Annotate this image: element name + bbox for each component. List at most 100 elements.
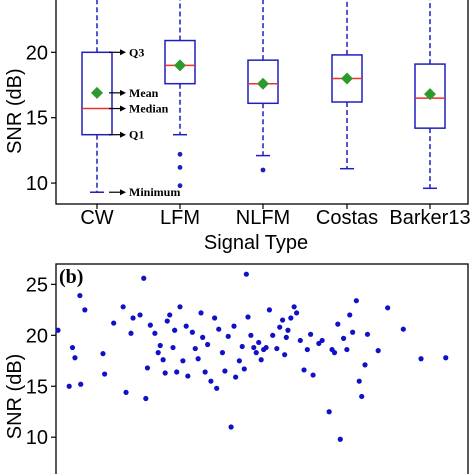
scatter-point [77,292,83,299]
scatter-point [174,369,180,375]
panel-b-ytick-label: 15 [26,376,48,398]
scatter-point [331,350,338,356]
scatter-point [212,315,218,321]
scatter-point [152,330,158,336]
scatter-point [78,381,84,387]
scatter-point [185,373,191,379]
scatter-point [144,365,151,371]
scatter-point [72,355,78,361]
panel-a-xtick-label: CW [80,207,113,229]
panel-a-ytick-label: 15 [26,108,48,130]
panel-b-ytick-label: 25 [26,274,48,296]
scatter-point [277,324,283,330]
scatter-point [214,385,220,391]
mean-marker [424,88,436,101]
scatter-point [55,327,61,333]
scatter-point [364,331,371,337]
annotation-median: Median [129,102,169,116]
scatter-point [160,357,166,363]
scatter-point [353,298,359,304]
annotation-arrowhead [120,131,126,138]
scatter-point [301,367,307,373]
scatter-point [239,343,245,350]
scatter-point [274,345,280,352]
scatter-point [359,393,365,400]
panel-a-ytick-label: 20 [26,42,48,64]
scatter-point [297,337,303,344]
scatter-point [283,334,289,340]
scatter-point [170,344,176,351]
scatter-point [143,395,149,402]
scatter-point [340,335,347,341]
scatter-point [294,310,300,316]
scatter-point [216,326,222,332]
annotation-arrowhead [120,49,126,56]
annotation-mean: Mean [129,86,159,100]
scatter-point [400,326,406,332]
scatter-point [236,358,242,364]
scatter-point [304,346,310,353]
scatter-point [233,374,239,380]
scatter-point [123,389,129,395]
annotation-arrowhead [120,105,126,112]
scatter-point [291,304,297,310]
panel-b-frame [55,263,469,474]
annotation-arrowhead [120,189,126,196]
scatter-point [231,323,237,329]
scatter-point [141,275,147,281]
mean-marker [257,77,269,90]
scatter-point [66,383,72,389]
scatter-point [248,332,254,338]
outlier-point [260,167,266,173]
scatter-point [362,362,368,368]
scatter-point [102,371,108,377]
outlier-point [177,164,183,170]
scatter-point [82,307,88,313]
scatter-point [183,323,189,329]
scatter-point [288,315,294,321]
annotation-arrowhead [120,89,126,96]
scatter-point [253,350,259,356]
panel-b-label: (b) [59,266,83,288]
scatter-point [111,320,117,326]
scatter-point [280,317,286,323]
outlier-point [177,151,183,157]
scatter-point [316,340,322,347]
scatter-point [198,310,204,316]
annotation-q3: Q3 [129,45,144,59]
scatter-point [263,344,269,351]
outlier-point [177,183,183,189]
scatter-point [326,409,332,415]
scatter-point [69,344,76,351]
panel-a-xtick-label: NLFM [236,207,290,229]
scatter-point [258,357,264,363]
panel-b-ytick-label: 10 [26,427,48,449]
scatter-point [147,322,153,328]
scatter-point [177,304,183,310]
scatter-point [162,370,168,376]
annotation-q1: Q1 [129,128,144,142]
scatter-point [375,348,381,354]
scatter-point [241,366,247,372]
scatter-point [205,341,211,348]
scatter-point [200,334,206,340]
scatter-point [180,358,186,364]
scatter-point [310,372,316,378]
scatter-point [251,344,257,351]
scatter-point [189,329,195,335]
scatter-point [337,436,343,442]
scatter-point [319,337,325,344]
annotation-minimum: Minimum [129,185,180,199]
scatter-point [243,271,249,277]
scatter-point [308,331,314,337]
scatter-point [130,315,136,321]
panel-a-xtick-label: LFM [160,207,200,229]
scatter-point [344,346,350,353]
scatter-point [219,350,226,356]
panel-a-frame [55,0,469,205]
scatter-point [347,312,353,318]
scatter-point [335,321,341,327]
panel-b-ylabel: SNR (dB) [4,354,26,440]
mean-marker [174,59,186,72]
